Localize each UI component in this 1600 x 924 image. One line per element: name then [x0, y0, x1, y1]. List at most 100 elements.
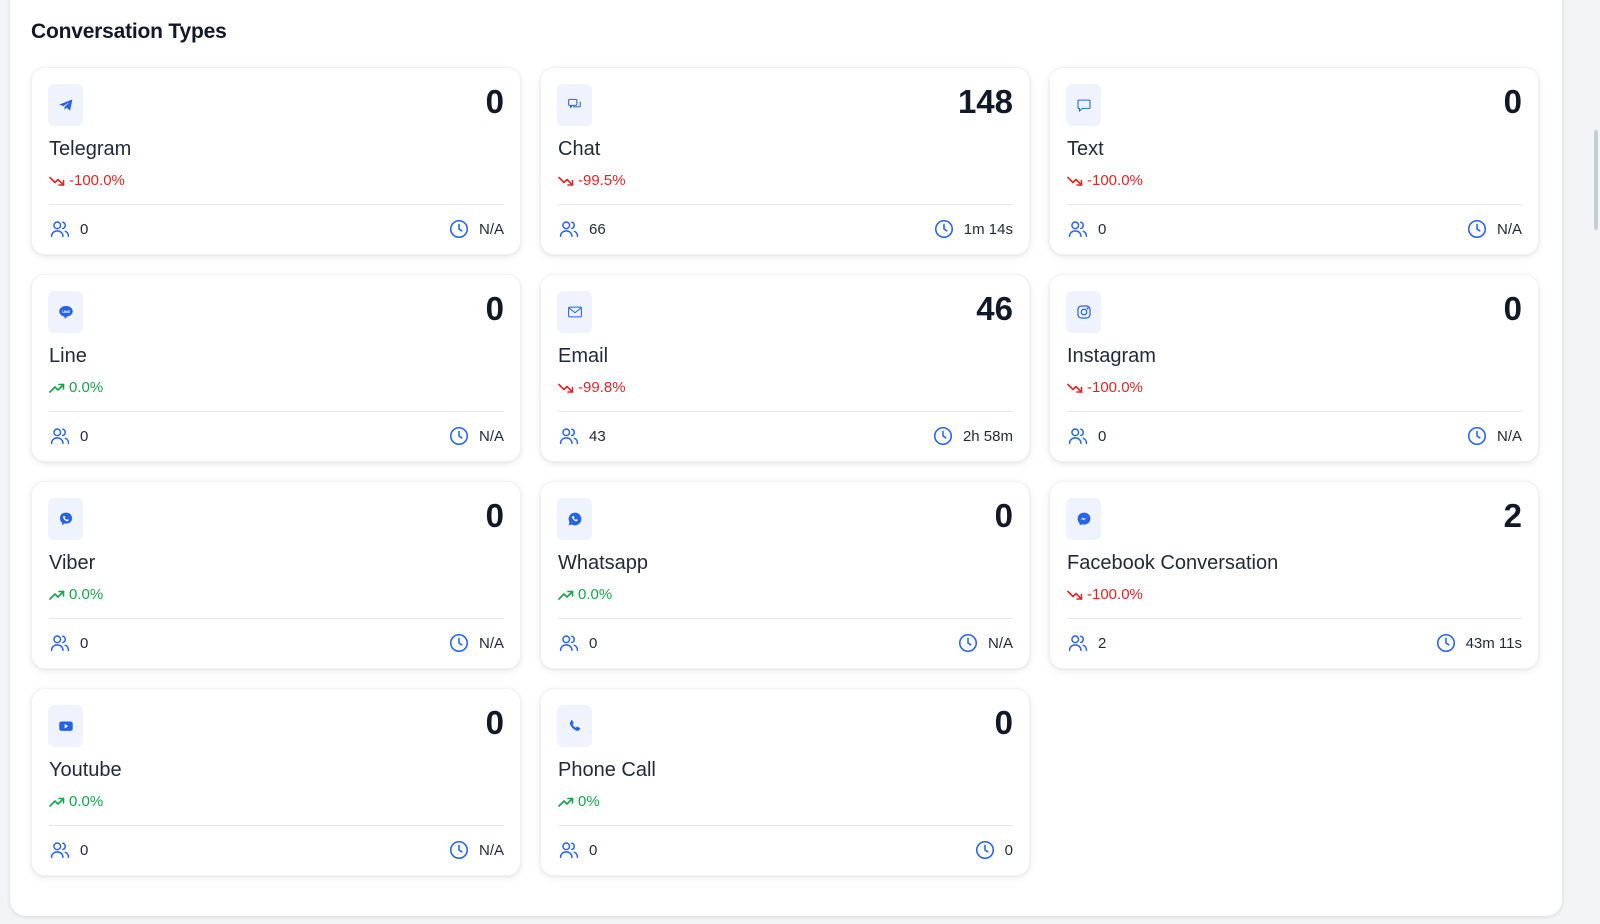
trending-up-icon [558, 796, 574, 808]
divider [558, 825, 1013, 826]
card-footer: 0 N/A [1067, 218, 1522, 240]
avg-time: 2h 58m [962, 427, 1013, 445]
users-stat: 0 [49, 218, 88, 240]
message-square-icon [1066, 84, 1101, 126]
trend-indicator: 0.0% [558, 586, 612, 603]
card-footer: 66 1m 14s [558, 218, 1013, 240]
instagram-icon [1066, 291, 1101, 333]
users-count: 0 [80, 220, 89, 238]
trend-value: 0.0% [69, 793, 104, 810]
users-count: 0 [1098, 427, 1107, 445]
channel-name: Youtube [49, 759, 122, 781]
avg-time: 1m 14s [963, 220, 1013, 238]
card-footer: 0 N/A [1067, 425, 1522, 447]
users-count: 0 [80, 841, 89, 859]
time-stat: N/A [1466, 218, 1522, 240]
trending-down-icon [1067, 382, 1083, 394]
users-count: 0 [1098, 220, 1107, 238]
trending-down-icon [1067, 175, 1083, 187]
divider [49, 618, 504, 619]
card-phone-call[interactable]: 0 Phone Call 0% 0 0 [540, 688, 1030, 876]
divider [49, 825, 504, 826]
trend-indicator: -100.0% [1067, 586, 1143, 603]
card-footer: 2 43m 11s [1067, 632, 1522, 654]
card-text[interactable]: 0 Text -100.0% 0 N/A [1049, 67, 1539, 255]
channel-name: Viber [49, 552, 96, 574]
conversation-count: 0 [1503, 83, 1522, 120]
users-icon [558, 632, 580, 654]
users-stat: 0 [1067, 218, 1106, 240]
clock-icon [932, 425, 954, 447]
card-footer: 0 N/A [49, 839, 504, 861]
card-footer: 0 N/A [558, 632, 1013, 654]
whatsapp-icon [557, 498, 592, 540]
line-icon: LINE [48, 291, 83, 333]
avg-time: N/A [987, 634, 1013, 652]
users-icon [49, 425, 71, 447]
time-stat: N/A [1466, 425, 1522, 447]
trend-indicator: -100.0% [1067, 172, 1143, 189]
users-count: 2 [1098, 634, 1107, 652]
trend-value: 0% [578, 793, 600, 810]
card-line[interactable]: LINE 0 Line 0.0% 0 N/A [31, 274, 521, 462]
card-youtube[interactable]: 0 Youtube 0.0% 0 N/A [31, 688, 521, 876]
time-stat: 0 [974, 839, 1013, 861]
card-footer: 0 N/A [49, 218, 504, 240]
phone-icon [557, 705, 592, 747]
channel-name: Facebook Conversation [1067, 552, 1279, 574]
card-footer: 0 0 [558, 839, 1013, 861]
card-chat[interactable]: 148 Chat -99.5% 66 1m 14s [540, 67, 1030, 255]
trending-up-icon [49, 589, 65, 601]
avg-time: 0 [1004, 841, 1013, 859]
card-facebook-conversation[interactable]: 2 Facebook Conversation -100.0% 2 43m 11… [1049, 481, 1539, 669]
time-stat: N/A [448, 839, 504, 861]
card-telegram[interactable]: 0 Telegram -100.0% 0 N/A [31, 67, 521, 255]
card-email[interactable]: 46 Email -99.8% 43 2h 58m [540, 274, 1030, 462]
time-stat: N/A [957, 632, 1013, 654]
time-stat: 1m 14s [933, 218, 1013, 240]
card-instagram[interactable]: 0 Instagram -100.0% 0 N/A [1049, 274, 1539, 462]
trend-indicator: -100.0% [1067, 379, 1143, 396]
users-icon [49, 632, 71, 654]
conversation-count: 0 [485, 290, 504, 327]
messenger-icon [1066, 498, 1101, 540]
svg-text:LINE: LINE [62, 310, 70, 314]
trend-indicator: 0.0% [49, 793, 103, 810]
channel-name: Email [558, 345, 609, 367]
divider [558, 618, 1013, 619]
time-stat: 2h 58m [932, 425, 1013, 447]
conversation-count: 0 [1503, 290, 1522, 327]
trending-down-icon [1067, 589, 1083, 601]
chat-bubbles-icon [557, 84, 592, 126]
clock-icon [933, 218, 955, 240]
channel-name: Instagram [1067, 345, 1156, 367]
time-stat: N/A [448, 218, 504, 240]
trend-indicator: -100.0% [49, 172, 125, 189]
users-count: 66 [589, 220, 606, 238]
users-stat: 0 [558, 632, 597, 654]
trend-value: -99.8% [578, 379, 626, 396]
card-whatsapp[interactable]: 0 Whatsapp 0.0% 0 N/A [540, 481, 1030, 669]
trend-value: 0.0% [69, 586, 104, 603]
viber-icon [48, 498, 83, 540]
channel-name: Line [49, 345, 87, 367]
clock-icon [1466, 218, 1488, 240]
avg-time: N/A [478, 841, 504, 859]
card-viber[interactable]: 0 Viber 0.0% 0 N/A [31, 481, 521, 669]
conversation-count: 0 [994, 704, 1013, 741]
clock-icon [957, 632, 979, 654]
trend-value: 0.0% [578, 586, 613, 603]
divider [49, 204, 504, 205]
users-icon [558, 839, 580, 861]
users-icon [558, 218, 580, 240]
users-stat: 2 [1067, 632, 1106, 654]
users-stat: 0 [49, 425, 88, 447]
trending-down-icon [558, 382, 574, 394]
trend-indicator: -99.8% [558, 379, 626, 396]
scrollbar[interactable] [1594, 130, 1598, 230]
trend-value: -99.5% [578, 172, 626, 189]
conversation-count: 0 [485, 497, 504, 534]
time-stat: N/A [448, 425, 504, 447]
users-icon [49, 839, 71, 861]
card-footer: 0 N/A [49, 425, 504, 447]
